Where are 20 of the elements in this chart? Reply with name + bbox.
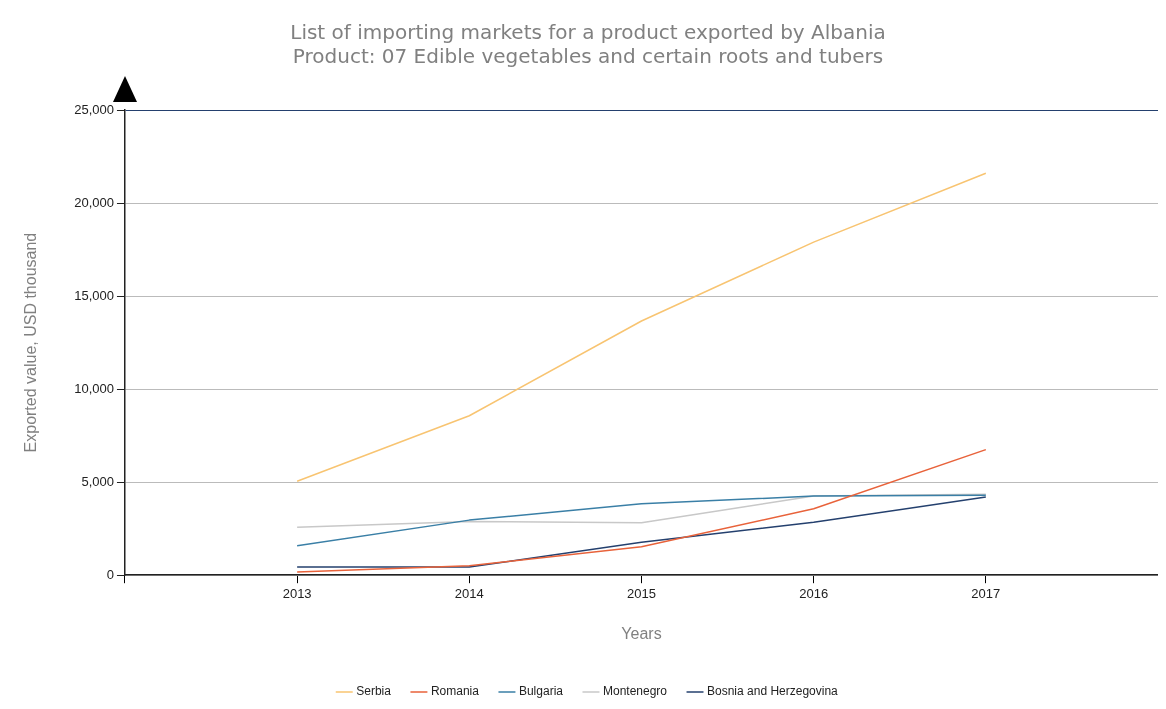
y-tick-label: 5,000: [81, 473, 114, 489]
y-axis-title: Exported value, USD thousand: [22, 232, 40, 453]
legend-label: Bosnia and Herzegovina: [707, 684, 839, 699]
legend-label: Serbia: [356, 684, 392, 699]
chart-subtitle: Product: 07 Edible vegetables and certain roots and tubers: [292, 44, 884, 69]
x-axis-title: Years: [621, 624, 662, 642]
y-tick-label: 15,000: [74, 287, 114, 303]
y-tick-label: 0: [106, 566, 114, 582]
legend-label: Montenegro: [602, 684, 668, 699]
x-tick-label: 2013: [282, 585, 312, 601]
x-tick-label: 2014: [454, 585, 484, 601]
chart-title: List of importing markets for a product exported by Albania: [290, 20, 886, 45]
y-tick-label: 10,000: [74, 380, 114, 396]
x-tick-label: 2017: [971, 585, 1001, 601]
x-tick-label: 2016: [799, 585, 829, 601]
legend-label: Bulgaria: [518, 684, 564, 699]
x-tick-label: 2015: [627, 585, 656, 601]
legend-label: Romania: [430, 684, 480, 699]
y-tick-label: 25,000: [74, 101, 114, 117]
y-tick-label: 20,000: [74, 194, 114, 210]
